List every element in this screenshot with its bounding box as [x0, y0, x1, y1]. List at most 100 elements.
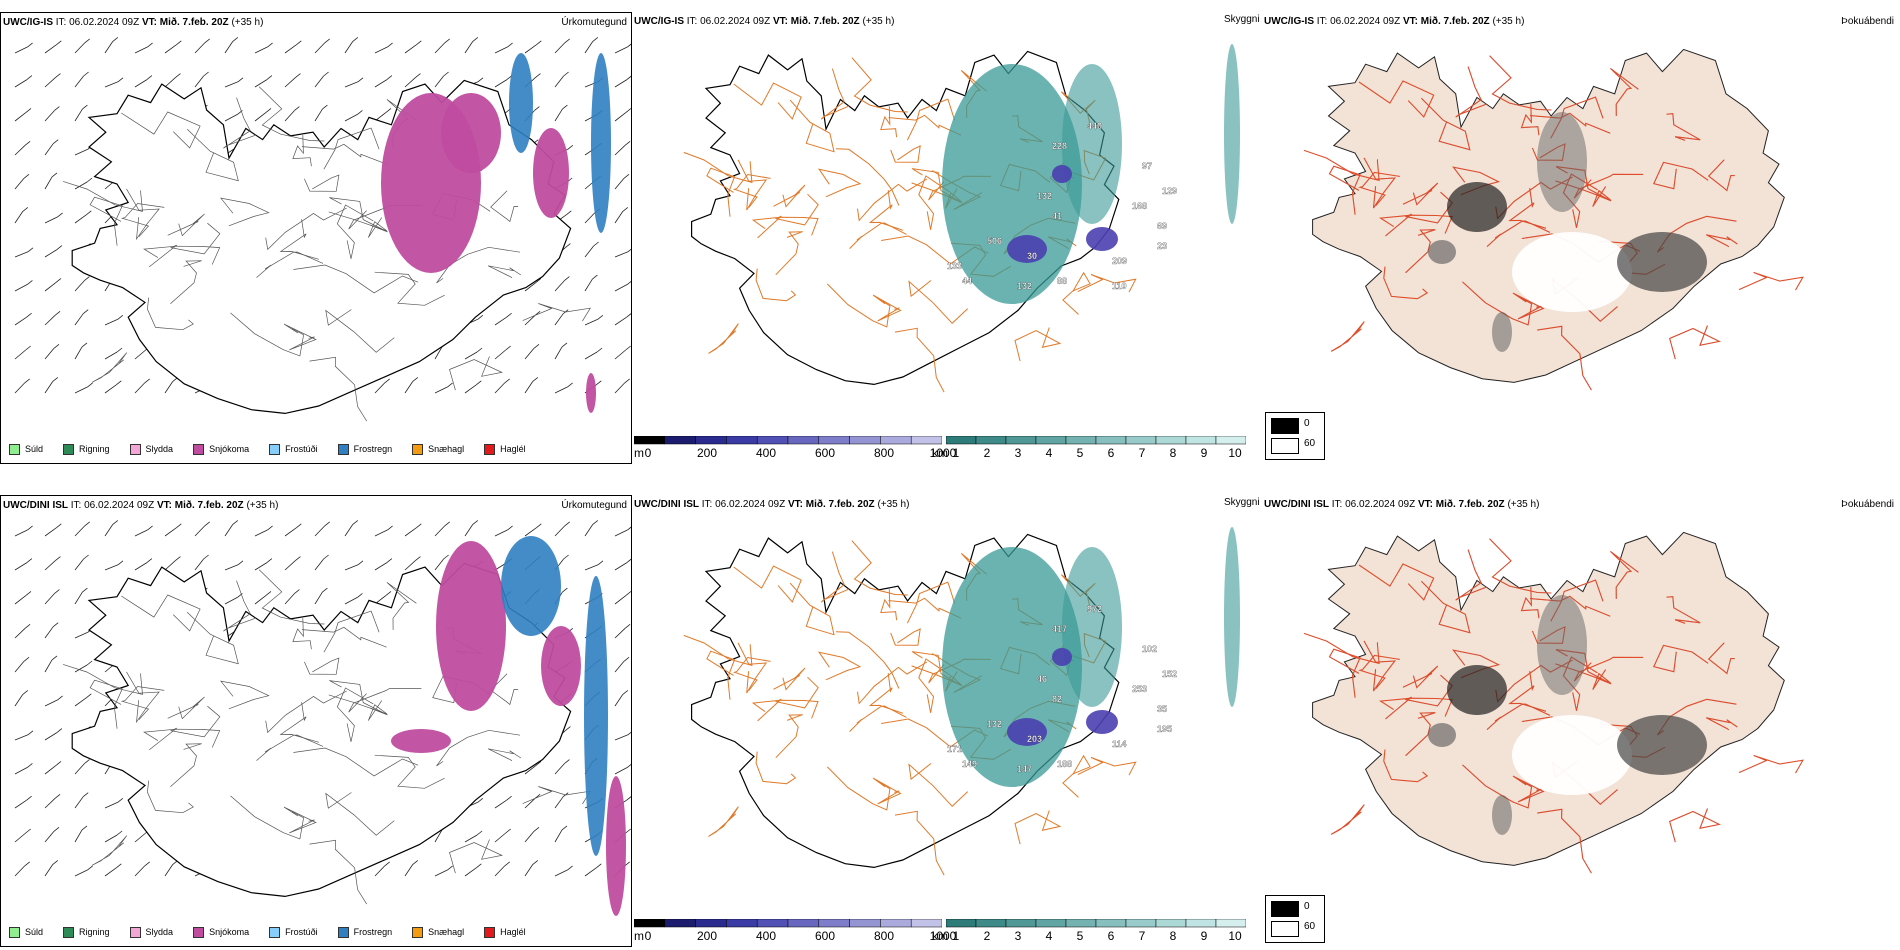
- colorbar-segment: [880, 919, 912, 928]
- visibility-value: 132: [1037, 191, 1052, 201]
- legend-swatch: [269, 443, 281, 455]
- no-fog-area: [1512, 232, 1632, 312]
- precip-legend-item: Snjókoma: [187, 926, 250, 938]
- fog-area: [1617, 232, 1707, 292]
- fog-box-legend: 0 60: [1265, 412, 1325, 460]
- height-tick: 800: [873, 446, 895, 460]
- valid-label: VT:: [1402, 16, 1418, 27]
- colorbar-segment: [1065, 436, 1097, 445]
- legend-swatch: [129, 443, 141, 455]
- visibility-value: 23: [1157, 241, 1167, 251]
- height-tick: 0: [644, 929, 652, 943]
- legend-swatch: [9, 926, 20, 938]
- snow-area: [541, 626, 581, 706]
- model-name: UWC/IG-IS: [1264, 16, 1314, 27]
- low-visibility-area: [1224, 527, 1240, 707]
- colorbar-segment: [818, 919, 850, 928]
- colorbar-segment: [787, 919, 820, 928]
- colorbar-segment: [1095, 919, 1127, 928]
- colorbar-segment: [1155, 436, 1187, 445]
- colorbar-segment: [1125, 436, 1157, 445]
- init-time: 06.02.2024 09Z: [700, 16, 771, 27]
- colorbar-segment: [1215, 436, 1246, 445]
- visibility-value: 209: [1112, 256, 1127, 266]
- colorbar-segment: [634, 436, 666, 445]
- precip-legend-item: Haglél: [478, 926, 526, 938]
- init-label: IT:: [1331, 499, 1343, 510]
- visibility-value: 152: [1162, 669, 1177, 679]
- legend-label: Snæhagl: [428, 927, 465, 937]
- precip-legend-item: Frostúði: [263, 443, 318, 455]
- legend-swatch: [412, 926, 424, 938]
- valid-label: VT:: [772, 16, 788, 27]
- distance-tick: 4: [1045, 929, 1053, 943]
- legend-swatch: [193, 926, 205, 938]
- precip-legend-item: Frostúði: [263, 926, 318, 938]
- visibility-value: 44: [962, 276, 972, 286]
- fog-tick: 60: [1304, 921, 1316, 932]
- distance-tick: 2: [983, 929, 991, 943]
- visibility-value: 97: [1142, 161, 1152, 171]
- distance-unit: km: [932, 446, 948, 460]
- visibility-value: 417: [1052, 624, 1067, 634]
- visibility-value: 102: [1142, 644, 1157, 654]
- no-fog-area: [1512, 715, 1632, 795]
- height-tick: 1000: [929, 929, 957, 943]
- fog-swatch: [1271, 921, 1299, 937]
- valid-time: Mið. 7.feb. 20Z: [805, 499, 875, 510]
- colorbar-segment: [664, 436, 696, 445]
- legend-label: Snjókoma: [209, 444, 250, 454]
- visibility-value: 171: [947, 744, 962, 754]
- snow-area: [586, 373, 596, 413]
- colorbar-segment: [756, 436, 789, 445]
- model-name: UWC/IG-IS: [634, 16, 684, 27]
- distance-tick: 10: [1228, 929, 1242, 943]
- legend-swatch: [412, 443, 424, 455]
- colorbar-segment: [1005, 919, 1037, 928]
- low-visibility-area: [1062, 547, 1122, 707]
- snow-area: [533, 128, 569, 218]
- precip-legend-item: Frostregn: [332, 443, 392, 455]
- visibility-value: 440: [1087, 121, 1102, 131]
- precip-legend-item: Snæhagl: [406, 926, 465, 938]
- legend-label: Rigning: [79, 444, 110, 454]
- visibility-value: 188: [1057, 759, 1072, 769]
- distance-tick: 8: [1169, 446, 1177, 460]
- colorbar-segment: [849, 436, 881, 445]
- distance-tick: 10: [1228, 446, 1242, 460]
- distance-colorbar: km 1 2 3 4 5 6 7 8 9 10: [932, 436, 1246, 464]
- valid-label: VT:: [1417, 499, 1433, 510]
- init-label: IT:: [55, 17, 67, 28]
- legend-label: Súld: [25, 444, 44, 454]
- valid-time: Mið. 7.feb. 20Z: [174, 500, 244, 511]
- legend-label: Frostúði: [285, 444, 318, 454]
- distance-colorbar: km 1 2 3 4 5 6 7 8 9 10: [932, 919, 1246, 947]
- very-low-visibility-area: [1007, 235, 1047, 263]
- visibility-value: 69: [1157, 221, 1167, 231]
- valid-time: Mið. 7.feb. 20Z: [1435, 499, 1505, 510]
- visibility-value: 195: [1157, 724, 1172, 734]
- freezing-rain-area: [584, 576, 608, 856]
- height-colorbar: m 0 200 400 600 800 1000: [634, 436, 956, 464]
- legend-label: Slydda: [145, 444, 174, 454]
- colorbar-segment: [787, 436, 820, 445]
- visibility-value: 253: [1132, 684, 1147, 694]
- colorbar-segment: [818, 436, 850, 445]
- model-name: UWC/DINI ISL: [634, 499, 699, 510]
- very-low-visibility-area: [1052, 648, 1072, 666]
- colorbar-segment: [634, 919, 666, 928]
- panel-header: UWC/IG-IS IT: 06.02.2024 09Z VT: Mið. 7.…: [634, 16, 894, 27]
- init-time: 06.02.2024 09Z: [715, 499, 786, 510]
- fog-swatch: [1271, 418, 1299, 434]
- legend-label: Snjókoma: [209, 927, 250, 937]
- colorbar-segment: [1065, 919, 1097, 928]
- panel-header: UWC/IG-IS IT: 06.02.2024 09Z VT: Mið. 7.…: [3, 17, 263, 28]
- fog-tick: 0: [1304, 901, 1310, 912]
- model-name: UWC/DINI ISL: [3, 500, 68, 511]
- height-tick: 200: [696, 929, 718, 943]
- very-low-visibility-area: [1086, 227, 1118, 251]
- legend-swatch: [129, 926, 141, 938]
- panel-header: UWC/DINI ISL IT: 06.02.2024 09Z VT: Mið.…: [634, 499, 909, 510]
- snow-area: [391, 729, 451, 753]
